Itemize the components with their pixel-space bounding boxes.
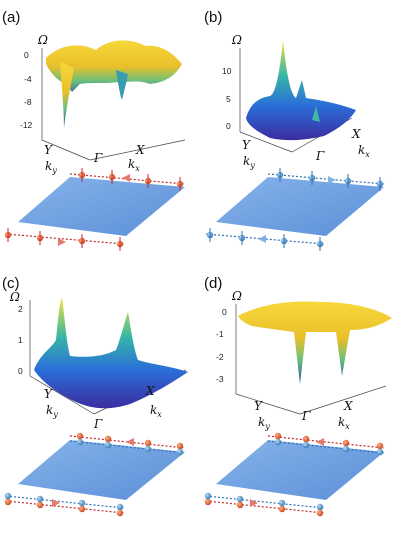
ky-axis xyxy=(235,393,301,415)
edge-state-line xyxy=(5,500,125,514)
edge-state-line xyxy=(5,495,125,509)
kx-label: kx xyxy=(150,403,162,419)
tick-label: 0 xyxy=(24,50,29,60)
panel-b: (b) Ω 10 5 0 Y ky Γ X kx xyxy=(204,9,385,251)
spin-markers-top xyxy=(276,168,384,191)
ky-label: ky xyxy=(45,159,57,175)
panel-label: (a) xyxy=(2,9,20,26)
x-point-label: X xyxy=(351,127,361,141)
kx-axis xyxy=(89,139,186,161)
tick-label: 0 xyxy=(226,121,231,131)
material-slab xyxy=(216,440,384,500)
berry-curvature-surface xyxy=(34,298,188,409)
tick-label: -3 xyxy=(216,374,224,384)
y-point-label: Y xyxy=(44,387,53,401)
omega-axis-label: Ω xyxy=(231,289,242,303)
y-point-label: Y xyxy=(254,399,263,413)
tick-label: 0 xyxy=(222,307,227,317)
propagation-arrow-icon xyxy=(58,238,66,246)
panel-label: (b) xyxy=(204,9,222,26)
tick-label: 0 xyxy=(18,366,23,376)
gamma-point-label: Γ xyxy=(301,409,311,423)
tick-label: 1 xyxy=(18,335,23,345)
propagation-arrow-icon xyxy=(122,174,130,182)
material-slab xyxy=(18,177,185,236)
propagation-arrow-icon xyxy=(258,235,266,243)
propagation-arrow-icon xyxy=(316,438,324,446)
tick-label: -12 xyxy=(20,120,33,130)
material-slab xyxy=(18,440,185,500)
propagation-arrow-icon xyxy=(126,438,134,446)
kx-axis xyxy=(299,385,387,415)
x-point-label: X xyxy=(135,143,145,157)
gamma-point-label: Γ xyxy=(93,417,103,431)
spin-markers-bottom xyxy=(4,492,124,517)
y-point-label: Y xyxy=(44,143,53,157)
spin-markers-top xyxy=(274,432,384,456)
propagation-arrow-icon xyxy=(52,499,60,507)
spin-markers-bottom xyxy=(204,492,324,517)
edge-state-line xyxy=(267,435,385,449)
spin-markers-top xyxy=(78,168,184,191)
gamma-point-label: Γ xyxy=(93,151,103,165)
edge-state-line xyxy=(69,440,186,454)
kx-label: kx xyxy=(128,157,140,173)
ky-label: ky xyxy=(258,415,270,431)
y-point-label: Y xyxy=(242,138,251,152)
ky-axis xyxy=(29,375,95,415)
berry-curvature-surface xyxy=(46,40,182,98)
tick-label: -4 xyxy=(24,74,32,84)
omega-axis-label: Ω xyxy=(9,290,20,304)
curvature-dip xyxy=(60,62,74,128)
tick-label: 2 xyxy=(18,304,23,314)
panel-a: (a) Ω 0 -4 -8 -12 Y ky Γ X kx xyxy=(2,9,186,251)
panel-c: (c) Ω 2 1 0 Y ky Γ X kx xyxy=(2,275,188,517)
curvature-peak xyxy=(312,106,320,122)
ky-label: ky xyxy=(46,403,58,419)
gamma-point-label: Γ xyxy=(315,149,325,163)
curvature-dip xyxy=(116,70,128,100)
kx-label: kx xyxy=(358,143,370,159)
tick-label: -1 xyxy=(216,329,224,339)
panel-label: (d) xyxy=(204,275,222,292)
ky-axis xyxy=(41,139,91,161)
spin-markers-bottom xyxy=(206,228,324,251)
berry-curvature-surface xyxy=(246,40,356,141)
x-point-label: X xyxy=(145,384,155,398)
ky-axis xyxy=(239,131,293,153)
spin-markers-bottom xyxy=(4,228,124,251)
berry-curvature-surface xyxy=(238,301,392,384)
panel-label: (c) xyxy=(2,275,20,292)
x-point-label: X xyxy=(343,399,353,413)
tick-label: 5 xyxy=(226,94,231,104)
omega-axis-label: Ω xyxy=(37,33,48,47)
tick-label: 10 xyxy=(222,66,232,76)
edge-state-line xyxy=(267,440,385,454)
panel-d: (d) Ω 0 -1 -2 -3 Y ky Γ X kx xyxy=(204,275,392,517)
kx-label: kx xyxy=(338,415,350,431)
edge-state-line xyxy=(205,495,325,509)
spin-markers-top xyxy=(76,432,184,456)
tick-label: -8 xyxy=(24,97,32,107)
tick-label: -2 xyxy=(216,352,224,362)
ky-label: ky xyxy=(243,154,255,170)
edge-state-line xyxy=(205,500,325,514)
edge-state-line xyxy=(267,173,385,185)
propagation-arrow-icon xyxy=(250,499,258,507)
propagation-arrow-icon xyxy=(328,176,336,184)
omega-axis-label: Ω xyxy=(231,33,242,47)
material-slab xyxy=(216,177,384,236)
